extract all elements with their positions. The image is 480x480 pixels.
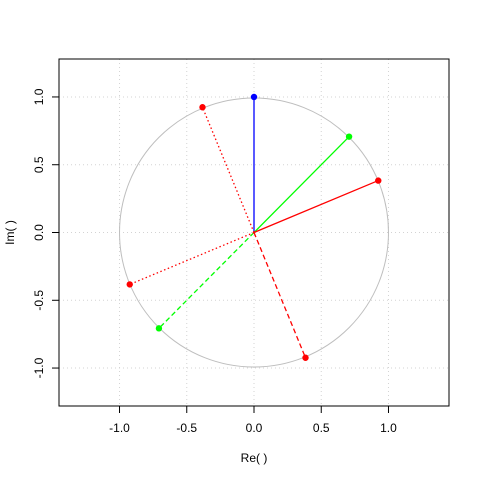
vector-line bbox=[253, 179, 379, 234]
vector-endpoints bbox=[126, 93, 382, 361]
grid-lines bbox=[59, 59, 449, 406]
vector-line bbox=[201, 107, 255, 233]
x-tick-label: 1.0 bbox=[380, 421, 397, 435]
y-axis: -1.0 -0.5 0.0 0.5 1.0 bbox=[32, 88, 60, 378]
vector-lines bbox=[129, 96, 379, 358]
vector-line bbox=[158, 232, 255, 329]
vector-line bbox=[129, 231, 255, 286]
y-tick-label: -0.5 bbox=[32, 290, 46, 311]
y-tick-label: 0.5 bbox=[32, 156, 46, 173]
vector-endpoint bbox=[345, 133, 353, 140]
vector-endpoint bbox=[375, 177, 382, 184]
y-tick-label: 0.0 bbox=[32, 224, 46, 241]
x-tick-label: -1.0 bbox=[109, 421, 130, 435]
x-axis-title: Re( ) bbox=[241, 451, 268, 465]
vector-endpoint bbox=[250, 93, 258, 101]
x-tick-label: -0.5 bbox=[176, 421, 197, 435]
vector-endpoint bbox=[199, 104, 206, 111]
x-tick-label: 0.0 bbox=[246, 421, 263, 435]
x-tick-label: 0.5 bbox=[313, 421, 330, 435]
vector-endpoint bbox=[155, 325, 163, 332]
y-tick-label: 1.0 bbox=[32, 88, 46, 105]
y-tick-label: -1.0 bbox=[32, 357, 46, 378]
vector-endpoint bbox=[126, 281, 133, 288]
vector-line bbox=[253, 232, 307, 358]
y-axis-title: Im( ) bbox=[3, 220, 17, 245]
vector-line bbox=[253, 136, 350, 233]
vector-endpoint bbox=[302, 354, 309, 361]
x-axis: -1.0 -0.5 0.0 0.5 1.0 bbox=[109, 405, 397, 435]
